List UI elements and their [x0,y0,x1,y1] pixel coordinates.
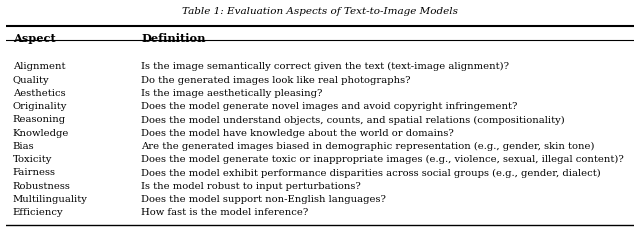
Text: Originality: Originality [13,102,67,111]
Text: Do the generated images look like real photographs?: Do the generated images look like real p… [141,75,411,84]
Text: Aspect: Aspect [13,33,56,44]
Text: Does the model generate novel images and avoid copyright infringement?: Does the model generate novel images and… [141,102,518,111]
Text: How fast is the model inference?: How fast is the model inference? [141,207,308,216]
Text: Does the model generate toxic or inappropriate images (e.g., violence, sexual, i: Does the model generate toxic or inappro… [141,155,624,164]
Text: Are the generated images biased in demographic representation (e.g., gender, ski: Are the generated images biased in demog… [141,141,598,150]
Text: Multilinguality: Multilinguality [13,194,88,203]
Text: Bias: Bias [13,141,35,150]
Text: Knowledge: Knowledge [13,128,69,137]
Text: Is the image semantically correct given the text (text-image alignment)?: Is the image semantically correct given … [141,62,509,71]
Text: Is the model robust to input perturbations?: Is the model robust to input perturbatio… [141,181,361,190]
Text: Reasoning: Reasoning [13,115,66,124]
Text: Does the model support non-English languages?: Does the model support non-English langu… [141,194,386,203]
Text: Quality: Quality [13,75,49,84]
Text: Definition: Definition [141,33,205,44]
Text: Does the model exhibit performance disparities across social groups (e.g., gende: Does the model exhibit performance dispa… [141,168,604,177]
Text: Aesthetics: Aesthetics [13,88,65,97]
Text: Does the model understand objects, counts, and spatial relations (compositionali: Does the model understand objects, count… [141,115,568,124]
Text: Fairness: Fairness [13,168,56,177]
Text: Toxicity: Toxicity [13,155,52,164]
Text: Alignment: Alignment [13,62,65,71]
Text: Does the model have knowledge about the world or domains?: Does the model have knowledge about the … [141,128,454,137]
Text: Table 1: Evaluation Aspects of Text-to-Image Models: Table 1: Evaluation Aspects of Text-to-I… [182,7,458,16]
Text: Robustness: Robustness [13,181,70,190]
Text: Efficiency: Efficiency [13,207,63,216]
Text: Is the image aesthetically pleasing?: Is the image aesthetically pleasing? [141,88,323,97]
